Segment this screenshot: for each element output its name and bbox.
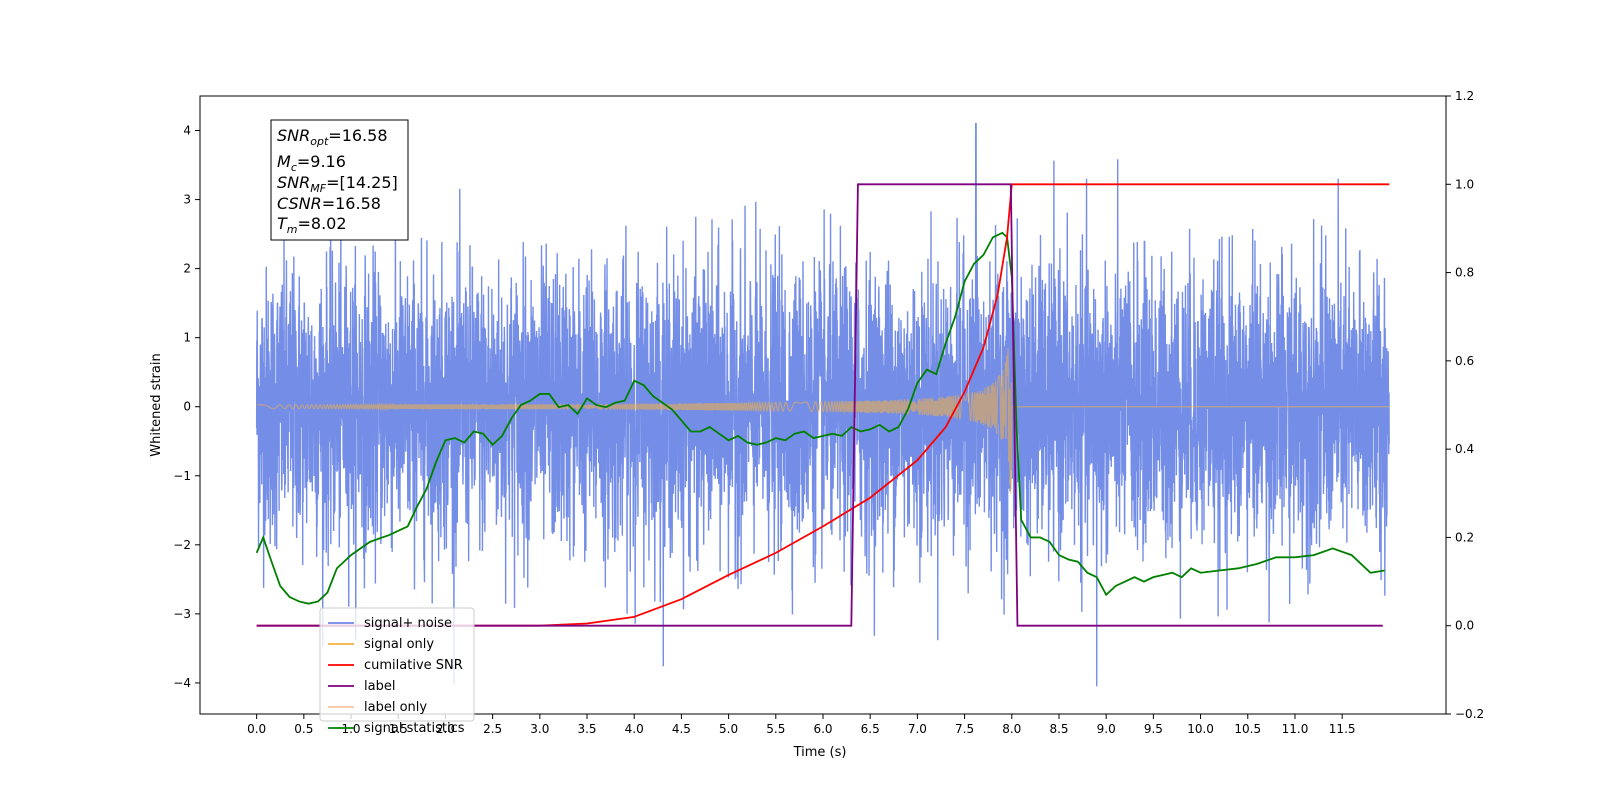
y-tick-label: −2 <box>173 538 191 552</box>
x-tick-label: 6.0 <box>813 722 832 736</box>
y-tick-label: 0 <box>183 400 191 414</box>
series-signal-noise-line <box>255 122 1390 687</box>
x-tick-label: 9.5 <box>1144 722 1163 736</box>
legend-label: cumilative SNR <box>364 658 463 673</box>
x-axis: 0.0 0.5 1.0 1.5 2.0 2.5 3.0 3.5 4.0 4.5 5.0 5.5 6.0 6… <box>247 714 1356 736</box>
y-tick-label: −3 <box>173 607 191 621</box>
y-axis: 4 3 2 1 0 −1 −2 −3 −4 <box>173 124 200 690</box>
x-tick-label: 6.5 <box>861 722 880 736</box>
annotation-csnr: CSNR=16.58 <box>277 194 381 213</box>
y2-axis: 1.2 1.0 0.8 0.6 0.4 0.2 0.0 −0.2 <box>1446 89 1484 721</box>
legend-label: signal statistics <box>364 721 465 736</box>
legend-label: label <box>364 679 395 694</box>
legend-label: label only <box>364 700 427 715</box>
legend-label: signal only <box>364 637 434 652</box>
y-tick-label: −4 <box>173 676 191 690</box>
x-tick-label: 8.5 <box>1049 722 1068 736</box>
y2-tick-label: 0.4 <box>1455 442 1474 456</box>
annotation-snr-opt: SNRopt=16.58 <box>277 126 388 148</box>
y-tick-label: 2 <box>183 262 191 276</box>
x-tick-label: 0.0 <box>247 722 266 736</box>
x-tick-label: 11.5 <box>1329 722 1356 736</box>
y2-tick-label: 0.6 <box>1455 354 1474 368</box>
x-tick-label: 5.0 <box>719 722 738 736</box>
series-label-line <box>256 183 1383 627</box>
x-tick-label: 11.0 <box>1282 722 1309 736</box>
plot-area <box>255 122 1390 687</box>
annotation-snr-mf: SNRMF=[14.25] <box>277 173 398 195</box>
annotation-tm: Tm=8.02 <box>277 214 347 236</box>
y2-tick-label: −0.2 <box>1455 707 1484 721</box>
y-tick-label: 1 <box>183 331 191 345</box>
legend: signal+ noise signal only cumilative SNR la… <box>319 607 475 736</box>
series-cumilative-snr-line <box>256 183 1390 627</box>
x-tick-label: 1.0 <box>341 722 360 736</box>
x-axis-label: Time (s) <box>793 745 847 760</box>
x-tick-label: 9.0 <box>1097 722 1116 736</box>
annotation-mc: Mc=9.16 <box>277 152 346 174</box>
x-tick-label: 3.0 <box>530 722 549 736</box>
y2-tick-label: 1.0 <box>1455 177 1474 191</box>
y2-tick-label: 1.2 <box>1455 89 1474 103</box>
legend-frame <box>319 607 475 722</box>
x-tick-label: 5.5 <box>766 722 785 736</box>
x-tick-label: 0.5 <box>294 722 313 736</box>
y-tick-label: 4 <box>183 124 191 138</box>
annotation-frame <box>270 119 409 241</box>
x-tick-label: 8.0 <box>1002 722 1021 736</box>
y-tick-label: −1 <box>173 469 191 483</box>
legend-label: signal+ noise <box>364 616 452 631</box>
y-tick-label: 3 <box>183 193 191 207</box>
x-tick-label: 2.5 <box>483 722 502 736</box>
x-tick-label: 1.5 <box>389 722 408 736</box>
x-tick-label: 3.5 <box>577 722 596 736</box>
annotation-box: SNRopt=16.58 Mc=9.16 SNRMF=[14.25] CSNR=… <box>270 119 409 241</box>
x-tick-label: 10.0 <box>1187 722 1214 736</box>
y2-tick-label: 0.2 <box>1455 530 1474 544</box>
y2-tick-label: 0.8 <box>1455 266 1474 280</box>
y2-tick-label: 0.0 <box>1455 619 1474 633</box>
x-tick-label: 7.5 <box>955 722 974 736</box>
series-signal-statistics-line <box>255 231 1385 605</box>
x-tick-label: 10.5 <box>1234 722 1261 736</box>
x-tick-label: 4.5 <box>672 722 691 736</box>
x-tick-label: 2.0 <box>436 722 455 736</box>
series-signal-only-line <box>256 348 1390 494</box>
x-tick-label: 7.0 <box>908 722 927 736</box>
y-axis-label: Whitened strain <box>149 353 164 456</box>
x-tick-label: 4.0 <box>625 722 644 736</box>
